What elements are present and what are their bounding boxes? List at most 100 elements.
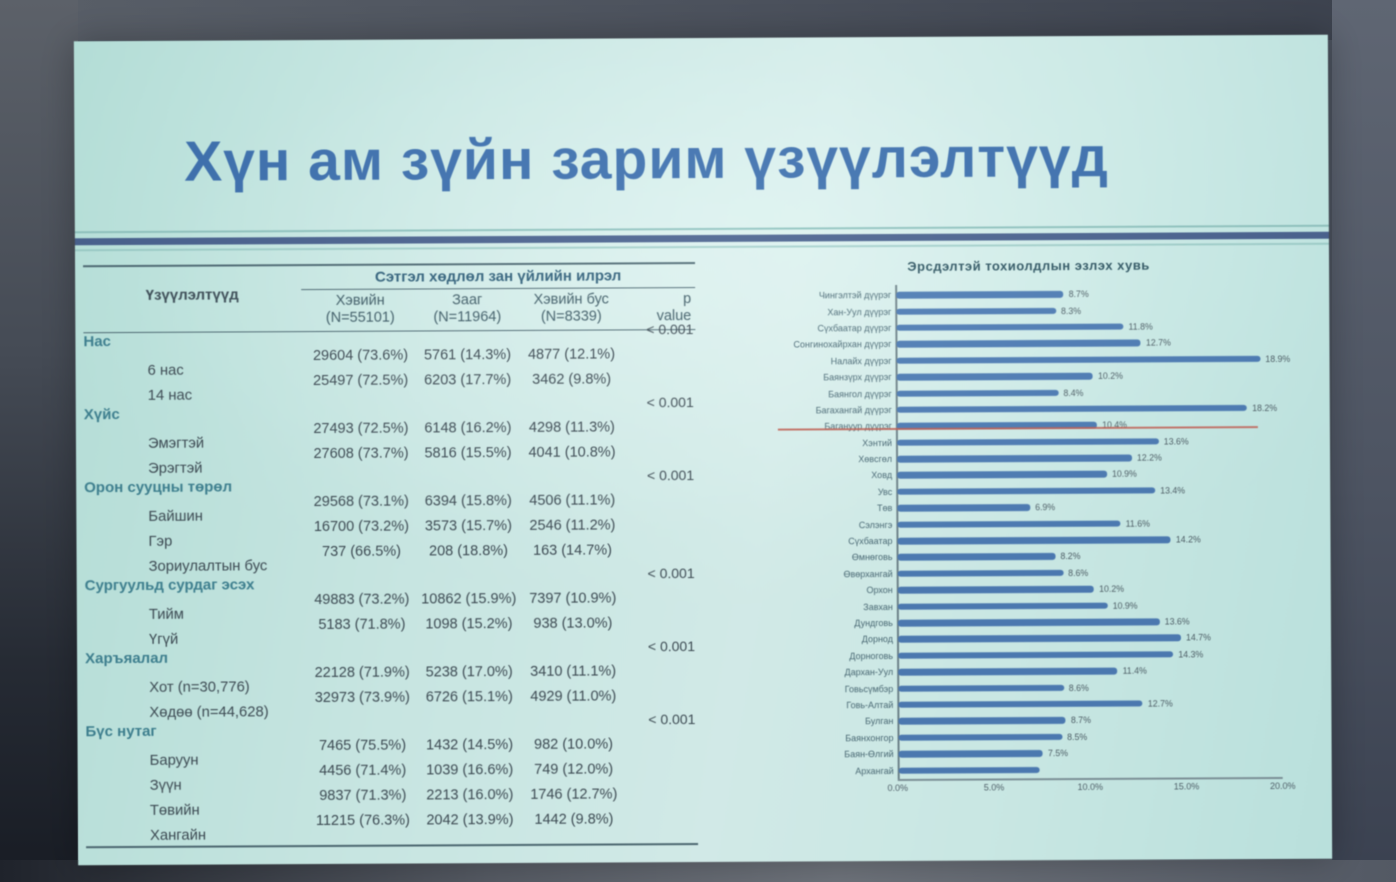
p-value-text: < 0.001: [647, 565, 695, 582]
chart-category-label: Дундговь: [854, 618, 893, 629]
chart-bar-track: 11.4%: [897, 662, 1282, 680]
table-body: Нас < 0.001 6 нас 29604 (73.6%) 5761 (14.3%)…: [83, 321, 698, 846]
column-header: Хэвийн бус (N=8339): [515, 291, 627, 326]
chart-bar: [897, 569, 1064, 578]
chart-category-label: Сэлэнгэ: [858, 519, 893, 530]
cell-p-empty: [630, 768, 698, 793]
column-header-line2: (N=11964): [433, 309, 502, 326]
chart-value-label: 6.9%: [1035, 502, 1056, 513]
chart-bar-track: 13.6%: [896, 432, 1281, 450]
table-row: Эрэгтэй 27608 (73.7%) 5816 (15.5%) 4041 (10…: [84, 444, 696, 479]
chart-bar: [896, 389, 1059, 397]
chart-bar-track: 10.2%: [896, 367, 1281, 385]
cell-value: 29568 (73.1%): [313, 493, 409, 511]
chart-value-label: 13.6%: [1163, 436, 1189, 447]
chart-value-label: 12.2%: [1136, 452, 1162, 463]
column-header-line2: (N=8339): [540, 308, 602, 325]
row-label-text: 14 нас: [147, 387, 193, 404]
x-axis-tick: 15.0%: [1173, 781, 1200, 792]
row-label-text: Бүс нутаг: [85, 722, 157, 741]
cell-value: 3462 (9.8%): [532, 371, 612, 388]
chart-value-label: 8.3%: [1061, 305, 1082, 316]
row-label: Тийм: [85, 599, 303, 625]
chart-bar-track: 10.9%: [896, 465, 1281, 483]
row-label: Хүйс: [84, 405, 302, 429]
chart-bar-track: 12.2%: [896, 449, 1281, 467]
chart-category-label: Хөвсгөл: [858, 454, 893, 465]
cell-border: 1098 (15.2%): [421, 616, 517, 649]
chart-value-label: 7.5%: [1047, 748, 1069, 759]
chart-category-label: Увс: [877, 486, 893, 497]
chart-category-label: Сонгинохайрхан дүүрэг: [793, 339, 892, 350]
cell-abnormal: 938 (13.0%): [517, 615, 629, 648]
row-label-text: Үгүй: [148, 631, 179, 648]
chart-bar-track: 8.6%: [897, 564, 1282, 582]
chart-bar: [896, 438, 1159, 446]
row-label: Хангайн: [86, 820, 304, 846]
chart-bar-track: 13.4%: [896, 482, 1281, 500]
chart-category-label: Булган: [865, 716, 894, 727]
chart-bar: [896, 339, 1141, 348]
chart-value-label: 8.6%: [1068, 682, 1089, 693]
row-label-text: Байшин: [148, 508, 203, 525]
row-label-text: Тийм: [148, 606, 184, 623]
chart-category-label: Чингэлтэй дүүрэг: [818, 290, 892, 301]
chart-category-label: Хан-Уул дүүрэг: [827, 306, 892, 317]
chart-bar: [896, 404, 1248, 414]
chart-bar: [897, 618, 1160, 627]
chart-bar: [897, 634, 1181, 643]
chart-bar-track: 12.7%: [897, 695, 1282, 713]
cell-p-value: < 0.001: [629, 711, 697, 743]
x-axis-tick: 0.0%: [887, 782, 909, 793]
cell-normal: 737 (66.5%): [303, 544, 421, 576]
row-label-text: Орон сууцны төрөл: [84, 478, 233, 497]
chart-bar-track: 6.9%: [896, 498, 1281, 516]
row-label: Байшин: [84, 501, 302, 527]
chart-bar-track: 10.4%: [777, 416, 1281, 434]
row-label: Нас: [83, 332, 301, 356]
cell-value: 749 (12.0%): [534, 761, 614, 778]
chart-bar-track: 7.5%: [898, 744, 1283, 762]
x-axis-tick: 5.0%: [983, 782, 1005, 793]
cell-value: 4298 (11.3%): [528, 419, 615, 436]
chart-bar: [898, 750, 1043, 758]
cell-value: 6203 (17.7%): [424, 372, 512, 389]
x-axis-tick: 20.0%: [1269, 780, 1296, 791]
chart-value-label: 13.4%: [1160, 485, 1186, 496]
chart-value-label: 14.3%: [1178, 649, 1204, 660]
chart-category-label: Архангай: [855, 765, 894, 776]
row-label: Зориулалтын бус: [85, 551, 303, 577]
cell-value: 11215 (76.3%): [315, 812, 410, 830]
chart-category-label: Завхан: [863, 601, 893, 612]
cell-value: 2213 (16.0%): [426, 786, 514, 804]
chart-category-label: Орхон: [866, 585, 893, 596]
chart-bar-track: 10.2%: [897, 580, 1282, 598]
cell-value: 1039 (16.6%): [426, 761, 514, 779]
cell-border: 6726 (15.1%): [421, 689, 517, 722]
chart-value-label: 8.2%: [1060, 551, 1081, 562]
row-label-text: Зориулалтын бус: [148, 558, 268, 575]
cell-border: 2042 (13.9%): [422, 812, 518, 845]
cell-value: 4929 (11.0%): [530, 688, 617, 705]
cell-value: 163 (14.7%): [532, 542, 613, 559]
demographic-table: Үзүүлэлтүүд Сэтгэл хөдлөл зан үйлийн илр…: [83, 262, 699, 849]
table-span-header: Сэтгэл хөдлөл зан үйлийн илрэл: [301, 264, 696, 291]
row-label: Бүс нутаг: [85, 722, 303, 746]
chart-value-label: 10.2%: [1097, 370, 1123, 382]
cell-value: 25497 (72.5%): [313, 372, 409, 390]
chart-bar-track: 8.2%: [897, 547, 1282, 565]
row-label: Орон сууцны төрөл: [84, 478, 302, 502]
cell-value: 1442 (9.8%): [534, 811, 614, 828]
chart-bar-track: 10.9%: [897, 596, 1282, 614]
cell-p-empty: [628, 499, 696, 524]
cell-value: 208 (18.8%): [428, 543, 509, 560]
chart-category-label: Баянхонгор: [845, 732, 894, 743]
chart-bar: [897, 536, 1171, 545]
backdrop-top: [0, 0, 1396, 40]
cell-value: 1432 (14.5%): [425, 736, 514, 754]
chart-bar: [896, 323, 1124, 332]
backdrop-left: [0, 0, 78, 882]
cell-value: 6148 (16.2%): [424, 420, 512, 437]
chart-category-label: Хэнтий: [862, 437, 892, 448]
column-header: Хэвийн (N=55101): [301, 292, 419, 327]
